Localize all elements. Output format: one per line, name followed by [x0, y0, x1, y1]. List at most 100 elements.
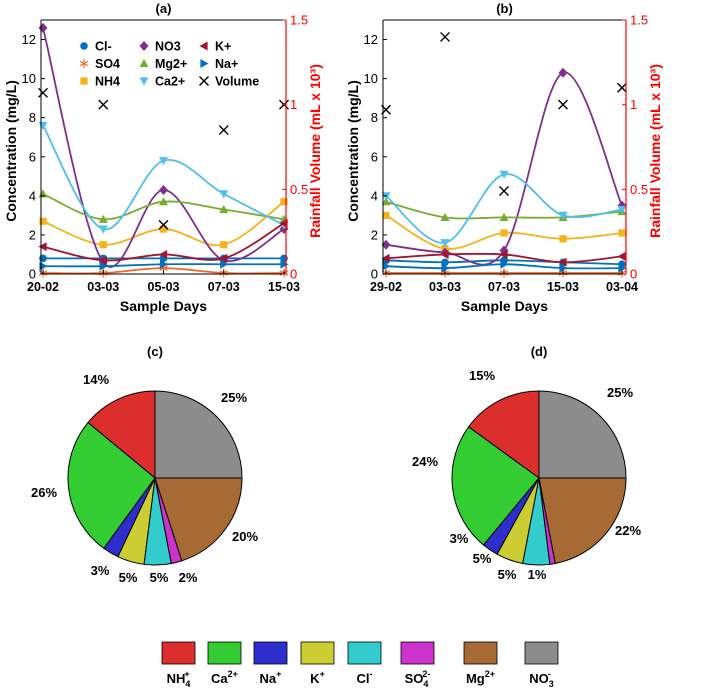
data-point: [558, 211, 568, 220]
series-na: [39, 259, 289, 271]
legend-item: Ca2+: [139, 75, 185, 89]
x-axis-label: Sample Days: [120, 298, 207, 314]
pie-slice-nh4: [87, 390, 156, 480]
x-tick-label: 29-02: [370, 280, 402, 294]
y2-axis-label: Rainfall Volume (mL x 10³): [307, 64, 323, 238]
data-point: [558, 67, 568, 78]
legend-item: Na+: [253, 641, 288, 686]
y-tick-label: 10: [364, 71, 378, 86]
pie-chart-c: (c) 14% 26% 3% 5% 5% 2% 20% 25%: [31, 344, 258, 585]
data-point-stroke: [38, 87, 48, 98]
pie-slice-nh4: [467, 390, 540, 479]
legend-item: Cl-: [80, 40, 112, 54]
data-point: [159, 157, 168, 166]
y2-tick-label: 1: [290, 97, 297, 112]
panel-title: (b): [496, 1, 513, 16]
legend-label-sup: -: [548, 669, 551, 679]
legend-marker: [200, 59, 209, 68]
y-axis-label: Concentration (mg/L): [345, 80, 361, 222]
legend-marker: [139, 77, 149, 86]
legend-label: SO4: [95, 57, 120, 71]
legend-label-sub: 4: [185, 679, 190, 689]
data-point: [98, 255, 107, 265]
y-axis-label: Concentration (mg/L): [3, 80, 19, 222]
y-tick-label: 2: [29, 227, 36, 242]
data-point-stroke: [499, 186, 509, 197]
y-tick-label: 4: [29, 188, 36, 203]
legend-label-sub: 3: [549, 679, 554, 689]
legend-label: NO3-: [529, 669, 554, 689]
data-point: [38, 87, 48, 98]
legend-label: NH4+: [167, 669, 191, 689]
legend-marker: [199, 41, 208, 51]
data-point: [158, 219, 169, 230]
legend-swatch: [300, 641, 335, 665]
data-point-stroke: [558, 99, 568, 110]
data-point: [280, 259, 289, 269]
legend-item: Mg2+: [139, 57, 187, 71]
y-tick-label: 12: [364, 32, 378, 47]
x-axis-label: Sample Days: [461, 298, 548, 314]
series-k: [381, 249, 626, 267]
pie-label: 3%: [91, 563, 110, 578]
data-point: [220, 259, 229, 269]
legend-swatch: [524, 641, 559, 665]
data-point: [382, 211, 390, 219]
x-tick-label: 20-02: [27, 280, 59, 294]
legend-label-sup: +: [184, 669, 189, 679]
data-point: [219, 190, 229, 199]
bottom-legend: NH4+ Ca2+ Na+ K+ Cl- SO42- Mg2+ NO3-: [161, 641, 559, 689]
series-volume: [381, 31, 627, 197]
pie-label: 25%: [221, 390, 247, 405]
pie-slice-mg2: [538, 477, 627, 565]
legend-label-base: NO: [529, 671, 549, 686]
pie-label: 5%: [498, 567, 517, 582]
data-point: [618, 229, 626, 237]
legend-label-sup: 2-: [422, 669, 430, 679]
legend-label: SO42-: [405, 669, 431, 689]
data-point: [218, 125, 229, 136]
x-tick-label: 07-03: [208, 280, 240, 294]
data-point: [440, 249, 449, 259]
data-point: [381, 239, 391, 250]
data-point: [39, 254, 47, 263]
data-point: [99, 261, 108, 271]
legend-label: K+: [310, 669, 325, 686]
pie-label: 1%: [528, 567, 547, 582]
legend-label: Volume: [215, 75, 259, 89]
data-point: [499, 170, 509, 179]
data-point: [159, 249, 168, 259]
data-point: [159, 259, 168, 269]
pie-slice-ca2: [451, 426, 540, 546]
data-point: [219, 205, 229, 214]
pie-label: 22%: [615, 523, 641, 538]
legend-label-base: Na: [260, 671, 277, 686]
data-point: [280, 198, 288, 206]
legend-marker-stroke: [79, 60, 89, 67]
legend-marker: [199, 76, 209, 86]
data-point: [440, 31, 450, 42]
legend-label: Na+: [260, 669, 282, 686]
legend-marker-stroke: [199, 76, 209, 86]
y2-tick-label: 1.5: [630, 13, 648, 28]
legend-item: Volume: [199, 75, 259, 89]
data-point: [500, 259, 509, 269]
data-point: [159, 184, 168, 195]
legend-item: Cl-: [347, 641, 382, 686]
pie-slice-no3: [538, 390, 627, 479]
data-point: [98, 214, 108, 223]
series-line: [385, 173, 623, 244]
data-point: [38, 121, 48, 131]
legend-label-sup: 2+: [485, 669, 495, 679]
data-point: [441, 258, 449, 267]
y2-axis-label: Rainfall Volume (mL x 10³): [647, 64, 663, 238]
pie-label: 25%: [607, 385, 633, 400]
series-nh4: [39, 198, 288, 249]
legend: Cl- SO4 NH4 NO3 Mg2+ Ca2+ K+ Na+ Volume: [79, 40, 259, 89]
legend-label: Mg2+: [155, 57, 187, 71]
legend-label-base: Cl: [357, 671, 370, 686]
x-tick-label: 03-03: [87, 280, 119, 294]
legend-label-base: Mg: [466, 671, 485, 686]
legend-marker: [79, 59, 89, 68]
legend-label-sup: +: [320, 669, 325, 679]
